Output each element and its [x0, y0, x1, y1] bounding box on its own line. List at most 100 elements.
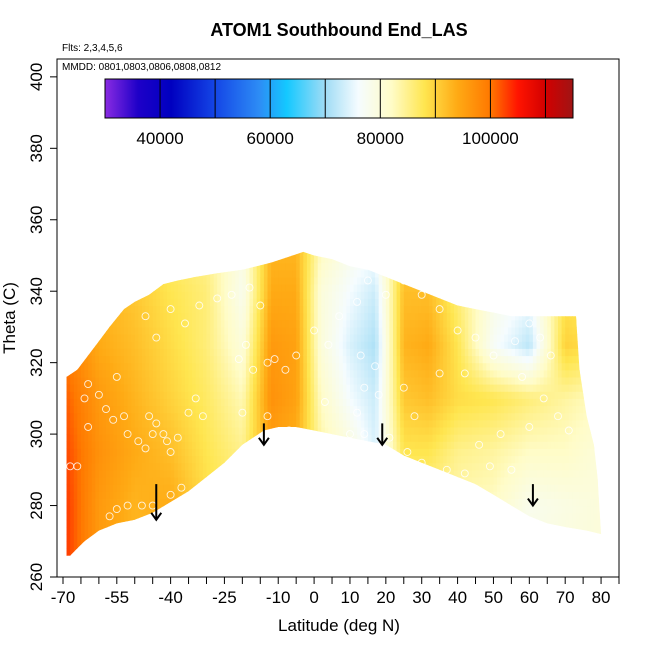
heatmap-cell — [242, 348, 247, 357]
heatmap-cell — [188, 491, 193, 499]
heatmap-cell — [396, 284, 401, 292]
heatmap-cell — [454, 348, 459, 357]
heatmap-cell — [98, 291, 104, 299]
heatmap-cell — [98, 541, 104, 549]
heatmap-cell — [306, 534, 312, 542]
heatmap-cell — [131, 441, 136, 449]
heatmap-cell — [98, 341, 104, 349]
heatmap-cell — [317, 405, 322, 414]
heatmap-cell — [260, 405, 265, 414]
heatmap-cell — [91, 262, 96, 271]
heatmap-cell — [127, 448, 132, 457]
heatmap-cell — [202, 512, 208, 521]
heatmap-cell — [450, 305, 455, 314]
heatmap-cell — [66, 376, 71, 385]
heatmap-cell — [220, 369, 225, 378]
heatmap-cell — [292, 319, 297, 328]
heatmap-cell — [364, 398, 369, 407]
heatmap-cell — [454, 448, 459, 457]
heatmap-cell — [342, 405, 347, 414]
heatmap-cell — [407, 326, 412, 335]
heatmap-cell — [371, 262, 376, 271]
heatmap-cell — [407, 312, 412, 321]
heatmap-cell — [149, 541, 154, 549]
heatmap-cell — [131, 462, 136, 471]
heatmap-cell — [371, 298, 376, 307]
heatmap-cell — [98, 369, 104, 378]
heatmap-cell — [324, 291, 330, 299]
heatmap-cell — [149, 384, 154, 392]
heatmap-cell — [364, 419, 369, 428]
heatmap-cell — [360, 534, 365, 542]
heatmap-cell — [397, 556, 401, 564]
heatmap-cell — [66, 348, 68, 357]
heatmap-cell — [70, 477, 75, 485]
heatmap-cell — [228, 312, 233, 321]
heatmap-cell — [156, 491, 161, 499]
heatmap-cell — [66, 448, 68, 457]
heatmap-cell — [192, 241, 196, 249]
heatmap-cell — [145, 434, 150, 442]
heatmap-cell — [306, 398, 312, 407]
heatmap-cell — [324, 326, 330, 335]
heatmap-cell — [271, 241, 275, 249]
heatmap-cell — [278, 412, 283, 421]
heatmap-cell — [106, 341, 111, 349]
heatmap-cell — [271, 505, 276, 514]
heatmap-cell — [328, 284, 333, 292]
heatmap-cell — [131, 326, 136, 335]
heatmap-cell — [353, 398, 358, 407]
heatmap-cell — [385, 362, 390, 371]
heatmap-cell — [124, 455, 129, 464]
heatmap-cell — [274, 369, 279, 378]
heatmap-cell — [91, 405, 96, 414]
heatmap-cell — [88, 369, 93, 378]
heatmap-cell — [242, 319, 247, 328]
heatmap-cell — [174, 548, 179, 556]
heatmap-cell — [439, 484, 444, 492]
heatmap-cell — [70, 355, 75, 364]
heatmap-cell — [314, 491, 319, 499]
heatmap-cell — [120, 262, 125, 271]
heatmap-cell — [364, 477, 369, 485]
heatmap-cell — [360, 384, 365, 392]
heatmap-cell — [120, 512, 125, 521]
heatmap-cell — [232, 556, 236, 564]
heatmap-cell — [342, 484, 347, 492]
heatmap-cell — [328, 462, 333, 471]
heatmap-cell — [113, 434, 118, 442]
heatmap-cell — [199, 469, 204, 478]
heatmap-cell — [192, 427, 197, 435]
heatmap-cell — [271, 441, 276, 449]
heatmap-cell — [282, 556, 286, 564]
heatmap-cell — [342, 384, 347, 392]
heatmap-cell — [357, 469, 362, 478]
heatmap-cell — [274, 455, 279, 464]
heatmap-cell — [159, 369, 165, 378]
heatmap-cell — [346, 541, 351, 549]
heatmap-cell — [447, 556, 451, 564]
heatmap-cell — [407, 376, 412, 385]
heatmap-cell — [332, 469, 337, 478]
heatmap-cell — [410, 519, 416, 528]
heatmap-cell — [332, 341, 337, 349]
heatmap-cell — [314, 298, 319, 307]
heatmap-cell — [393, 291, 398, 299]
heatmap-cell — [396, 512, 401, 521]
heatmap-cell — [220, 427, 225, 435]
heatmap-cell — [174, 427, 179, 435]
heatmap-cell — [421, 491, 426, 499]
heatmap-cell — [371, 391, 376, 399]
heatmap-cell — [177, 534, 182, 542]
heatmap-cell — [285, 448, 290, 457]
heatmap-cell — [410, 419, 416, 428]
heatmap-cell — [131, 319, 136, 328]
heatmap-cell — [109, 519, 114, 528]
heatmap-cell — [353, 305, 358, 314]
heatmap-cell — [156, 284, 161, 292]
heatmap-cell — [177, 305, 182, 314]
heatmap-cell — [335, 369, 340, 378]
heatmap-cell — [375, 505, 380, 514]
heatmap-cell — [418, 484, 423, 492]
heatmap-cell — [66, 355, 71, 364]
